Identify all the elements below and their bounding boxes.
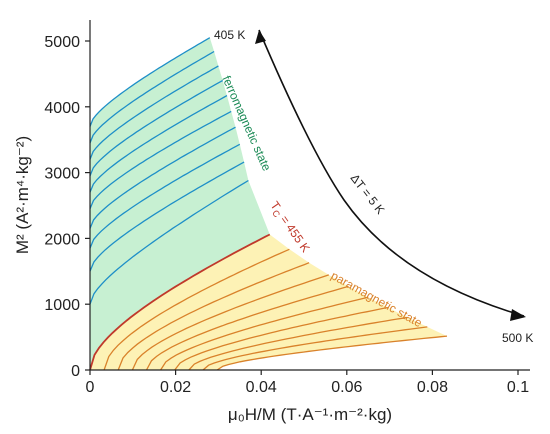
y-tick-label: 4000 xyxy=(44,100,80,117)
isotherm-480k xyxy=(160,296,369,371)
temperature-arrow xyxy=(258,29,525,317)
isotherm-420k xyxy=(89,79,224,177)
isotherm-curves xyxy=(89,37,448,371)
delta-t-label: ΔT = 5 K xyxy=(348,171,388,217)
x-tick-label: 0.06 xyxy=(331,379,362,396)
x-tick-label: 0.02 xyxy=(160,379,191,396)
isotherm-455k xyxy=(89,233,271,371)
y-tick-label: 3000 xyxy=(44,166,80,183)
y-tick-label: 5000 xyxy=(44,34,80,51)
isotherm-425k xyxy=(89,95,228,193)
isotherm-500k xyxy=(216,335,448,371)
chart-axes xyxy=(89,20,530,371)
isotherm-490k xyxy=(188,316,408,371)
x-tick-label: 0.08 xyxy=(417,379,448,396)
isotherm-485k xyxy=(174,306,389,371)
x-tick-label: 0.04 xyxy=(246,379,277,396)
label-500k: 500 K xyxy=(502,331,533,345)
isotherm-465k xyxy=(117,262,310,371)
x-axis-label: μ₀H/M (T·A⁻¹·m⁻²·kg) xyxy=(228,405,392,424)
label-405k: 405 K xyxy=(214,28,245,42)
ferromagnetic-region-fill xyxy=(90,37,270,371)
isotherm-440k xyxy=(89,143,241,249)
isotherm-410k xyxy=(89,50,215,144)
isotherm-460k xyxy=(103,248,290,371)
isotherm-445k xyxy=(89,161,245,272)
isotherm-450k xyxy=(89,179,249,305)
axis-ticks: 0 0.02 0.04 0.06 0.08 0.1 0 1000 2000 3000 4000 500… xyxy=(44,34,529,396)
isotherm-415k xyxy=(89,65,219,160)
y-axis-label: M² (A²·m⁴·kg⁻²) xyxy=(13,136,32,254)
arrow-head-top xyxy=(255,30,266,44)
arrow-head-bottom xyxy=(510,309,526,321)
y-tick-label: 2000 xyxy=(44,231,80,248)
tc-subscript: C xyxy=(270,208,282,219)
y-tick-label: 0 xyxy=(71,363,80,380)
isotherm-430k xyxy=(89,110,232,210)
x-tick-label: 0 xyxy=(86,379,95,396)
isotherm-470k xyxy=(131,274,330,371)
x-tick-label: 0.1 xyxy=(507,379,529,396)
isotherm-435k xyxy=(89,126,236,229)
y-tick-label: 1000 xyxy=(44,297,80,314)
isotherm-495k xyxy=(202,326,428,371)
isotherm-405k xyxy=(89,37,211,127)
isotherm-475k xyxy=(145,285,349,371)
